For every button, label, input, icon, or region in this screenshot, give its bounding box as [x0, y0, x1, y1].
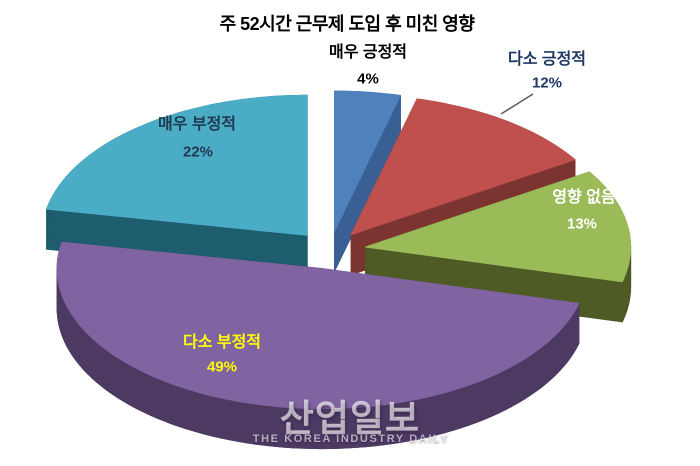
- leader-line-somewhat-positive: [500, 93, 534, 115]
- chart-title: 주 52시간 근무제 도입 후 미친 영향: [219, 14, 475, 34]
